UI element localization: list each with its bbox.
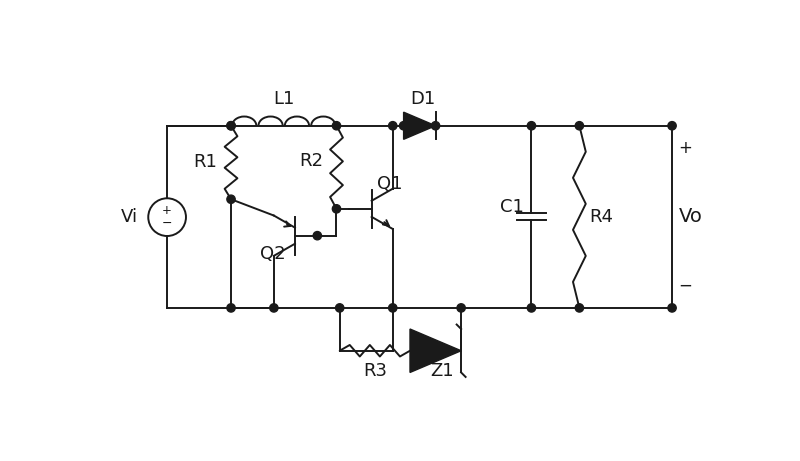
- Text: C1: C1: [500, 198, 524, 216]
- Text: −: −: [162, 217, 172, 230]
- Text: −: −: [678, 277, 692, 295]
- Text: R2: R2: [300, 152, 324, 170]
- Text: D1: D1: [410, 90, 435, 108]
- Text: Z1: Z1: [430, 362, 454, 380]
- Text: Q1: Q1: [377, 175, 402, 193]
- Circle shape: [389, 304, 397, 312]
- Circle shape: [227, 195, 235, 203]
- Circle shape: [227, 304, 235, 312]
- Circle shape: [668, 122, 676, 130]
- Circle shape: [527, 122, 535, 130]
- Circle shape: [270, 304, 278, 312]
- Polygon shape: [404, 112, 435, 139]
- Circle shape: [313, 231, 322, 240]
- Text: R1: R1: [193, 154, 217, 171]
- Circle shape: [389, 122, 397, 130]
- Circle shape: [575, 122, 583, 130]
- Circle shape: [431, 122, 440, 130]
- Circle shape: [575, 304, 583, 312]
- Polygon shape: [410, 329, 461, 372]
- Circle shape: [335, 304, 344, 312]
- Circle shape: [332, 122, 341, 130]
- Text: +: +: [678, 139, 692, 157]
- Text: R4: R4: [589, 208, 613, 226]
- Text: Q2: Q2: [260, 245, 286, 263]
- Circle shape: [457, 304, 466, 312]
- Text: L1: L1: [273, 90, 294, 108]
- Text: Vo: Vo: [678, 207, 702, 226]
- Circle shape: [227, 122, 235, 130]
- Circle shape: [668, 304, 676, 312]
- Text: Vi: Vi: [122, 208, 138, 226]
- Circle shape: [399, 122, 408, 130]
- Text: R3: R3: [363, 362, 387, 380]
- Circle shape: [227, 122, 235, 130]
- Circle shape: [332, 205, 341, 213]
- Text: +: +: [162, 204, 172, 217]
- Circle shape: [527, 304, 535, 312]
